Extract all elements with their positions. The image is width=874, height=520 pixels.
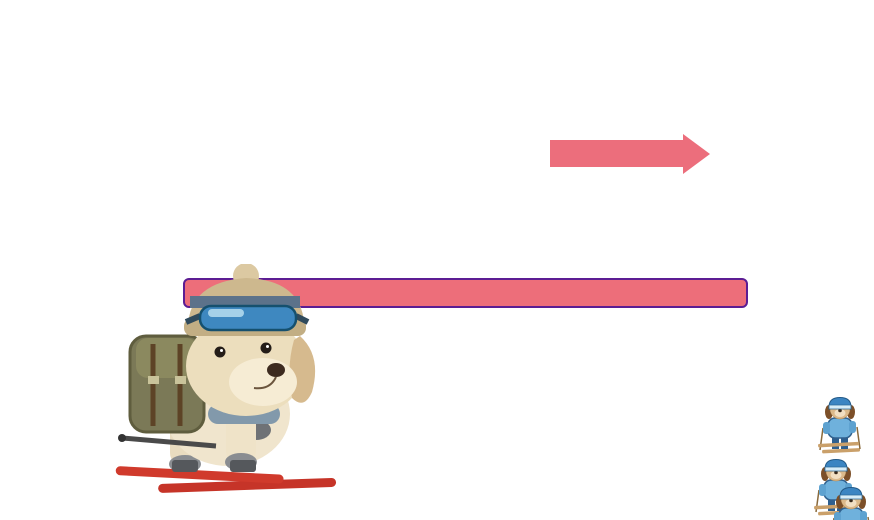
buy-point-callout — [550, 140, 683, 167]
legend-item-ma120 — [797, 347, 825, 361]
legend-item-ma60 — [797, 318, 825, 332]
legend-swatch-ma90-icon — [797, 338, 819, 341]
legend — [797, 318, 825, 362]
legend-swatch-ma60-icon — [797, 324, 819, 327]
skier-dog-icon — [828, 486, 872, 520]
skier-dog-icon — [817, 396, 861, 455]
skiing-dog-illustration — [115, 264, 337, 493]
legend-item-ma90 — [797, 333, 825, 347]
legend-swatch-ma120-icon — [797, 353, 819, 356]
callout-arrow-right-icon — [683, 134, 710, 174]
